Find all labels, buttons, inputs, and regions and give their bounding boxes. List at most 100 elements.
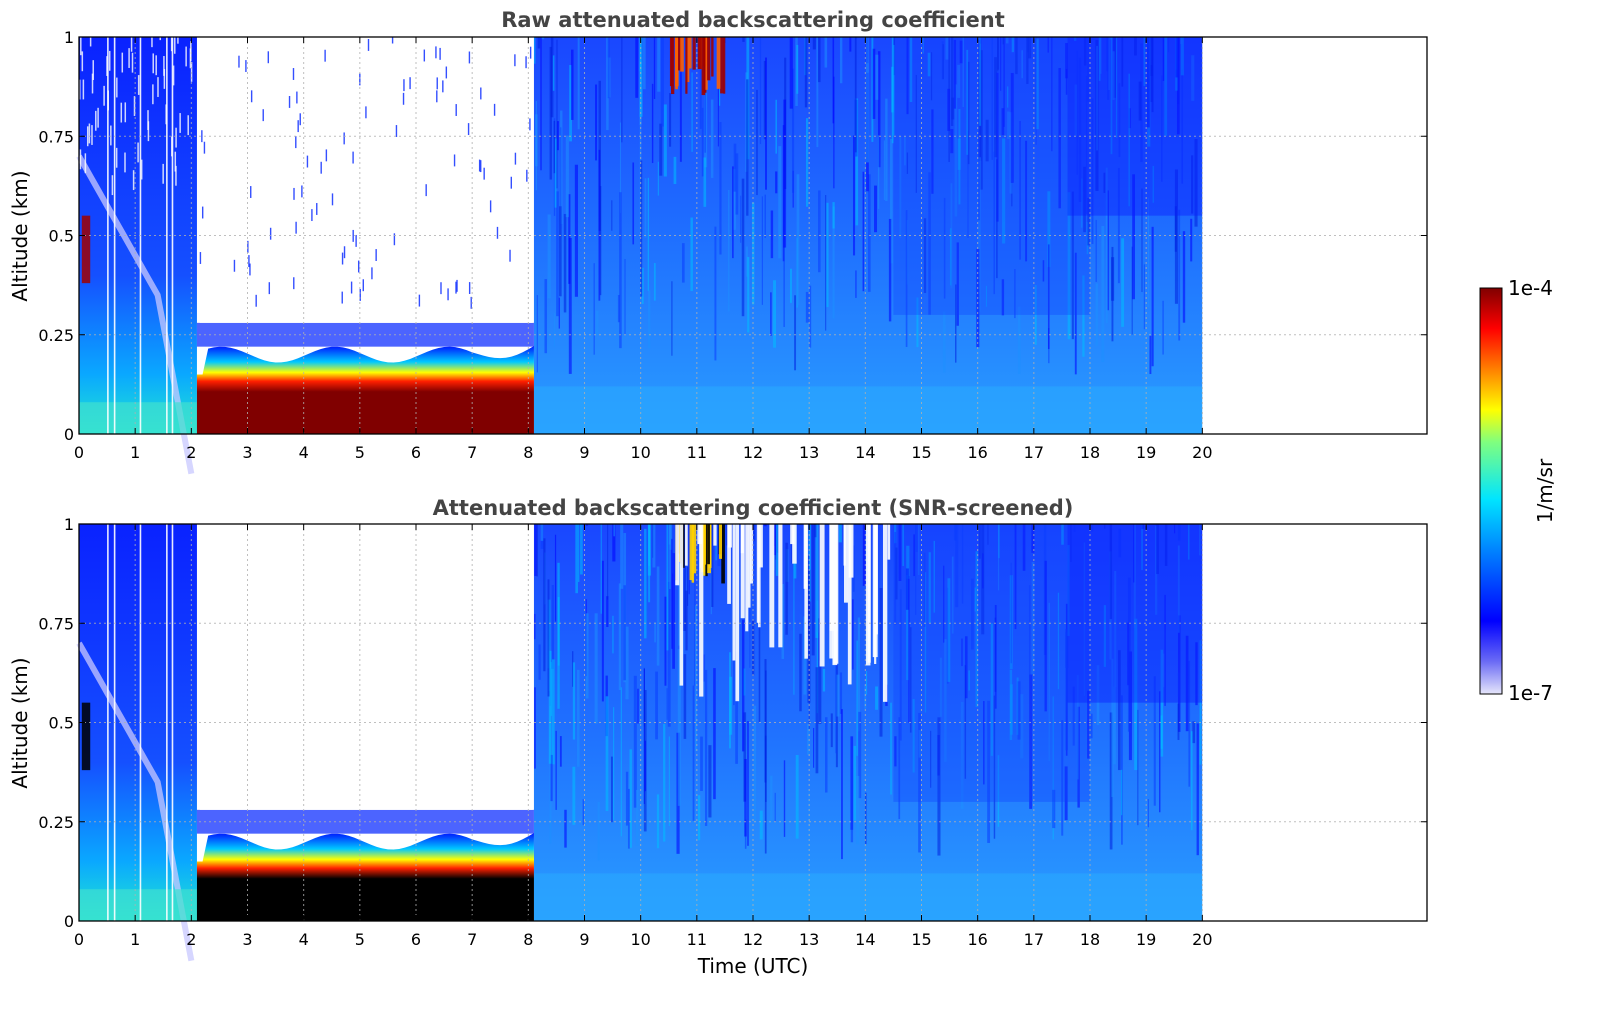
screened-panel-title: Attenuated backscattering coefficient (S… (433, 496, 1074, 520)
x-tick-label: 20 (1192, 930, 1212, 949)
noise-speck (106, 56, 108, 76)
backscatter-streak (1141, 524, 1143, 571)
backscatter-streak (985, 285, 988, 307)
x-tick-label: 8 (523, 930, 533, 949)
no-data-region (199, 524, 533, 810)
backscatter-streak (551, 585, 554, 669)
backscatter-streak (785, 542, 788, 635)
noise-speck (170, 37, 173, 52)
backscatter-streak (1065, 43, 1068, 79)
noise-speck (130, 37, 133, 52)
backscatter-streak (898, 524, 902, 581)
screened-gap (759, 524, 763, 568)
noise-speck (478, 159, 481, 172)
backscatter-streak (839, 37, 843, 84)
x-tick-label: 10 (630, 443, 650, 462)
backscatter-streak (612, 615, 614, 654)
backscatter-streak (1051, 37, 1053, 152)
backscatter-streak (1113, 686, 1116, 765)
backscatter-streak (833, 76, 835, 189)
noise-speck (132, 170, 135, 191)
noise-speck (296, 91, 298, 104)
backscatter-streak (747, 256, 750, 333)
backscatter-streak (817, 37, 821, 83)
backscatter-streak (1151, 226, 1154, 367)
cloud-streak (703, 524, 706, 573)
noise-speck (288, 96, 291, 108)
backscatter-streak (572, 651, 574, 687)
backscatter-streak (815, 667, 819, 774)
noise-speck (179, 113, 181, 133)
backscatter-streak (660, 37, 664, 127)
screened-gap (740, 524, 745, 619)
backscatter-streak (585, 524, 588, 526)
backscatter-streak (619, 192, 622, 349)
x-axis-label: Time (UTC) (697, 954, 809, 978)
backscatter-streak (915, 74, 917, 193)
backscatter-streak (1031, 524, 1035, 553)
noise-speck (324, 49, 326, 62)
backscatter-streak (663, 104, 667, 177)
backscatter-streak (598, 149, 601, 301)
noise-speck (267, 51, 270, 64)
noise-speck (189, 48, 192, 69)
backscatter-streak (568, 194, 571, 284)
backscatter-streak (1035, 37, 1037, 145)
backscatter-streak (924, 572, 927, 713)
backscatter-streak (906, 152, 909, 174)
backscatter-streak (1160, 649, 1164, 757)
noise-speck (140, 159, 143, 180)
backscatter-streak (968, 670, 971, 691)
backscatter-streak (557, 597, 560, 666)
backscatter-streak (912, 699, 915, 773)
backscatter-streak (1036, 38, 1039, 130)
backscatter-streak (1067, 545, 1070, 636)
colorbar-unit-label: 1/m/sr (1533, 458, 1557, 523)
noise-speck (367, 39, 370, 51)
backscatter-streak (1085, 75, 1088, 215)
backscatter-streak (967, 130, 969, 238)
screened-panel-ylabel: Altitude (km) (8, 657, 32, 788)
backscatter-streak (959, 40, 963, 64)
fog-layer (196, 346, 534, 434)
backscatter-streak (618, 583, 622, 691)
backscatter-streak (1118, 528, 1122, 558)
backscatter-streak (1047, 191, 1051, 268)
backscatter-streak (1000, 37, 1002, 91)
backscatter-streak (1002, 138, 1006, 244)
x-tick-label: 16 (967, 930, 987, 949)
noise-speck (455, 104, 457, 116)
backscatter-streak (746, 246, 748, 277)
backscatter-streak (740, 195, 742, 243)
backscatter-streak (774, 792, 776, 822)
backscatter-streak (1153, 676, 1156, 806)
noise-speck (268, 282, 271, 295)
backscatter-streak (1114, 570, 1117, 687)
noise-speck (341, 252, 344, 265)
backscatter-streak (691, 72, 693, 152)
backscatter-streak (728, 37, 730, 39)
backscatter-streak (1083, 37, 1087, 66)
backscatter-streak (1162, 37, 1165, 81)
backscatter-streak (930, 730, 932, 788)
cloud-streak (697, 37, 702, 70)
backscatter-streak (1147, 799, 1149, 828)
noise-speck (116, 77, 118, 98)
backscatter-streak (1151, 37, 1154, 113)
backscatter-streak (552, 55, 555, 91)
backscatter-streak (642, 37, 646, 90)
noise-speck (133, 96, 136, 116)
backscatter-streak (534, 687, 536, 769)
noise-speck (293, 187, 295, 200)
y-tick-label: 0.5 (49, 714, 74, 733)
backscatter-streak (534, 524, 537, 576)
backscatter-streak (877, 135, 880, 209)
backscatter-streak (945, 37, 949, 60)
noise-speck (190, 61, 193, 82)
backscatter-streak (930, 52, 933, 101)
noise-speck (496, 226, 499, 239)
noise-speck (79, 79, 81, 100)
backscatter-streak (668, 736, 670, 827)
backscatter-streak (627, 788, 630, 849)
backscatter-streak (928, 172, 931, 315)
